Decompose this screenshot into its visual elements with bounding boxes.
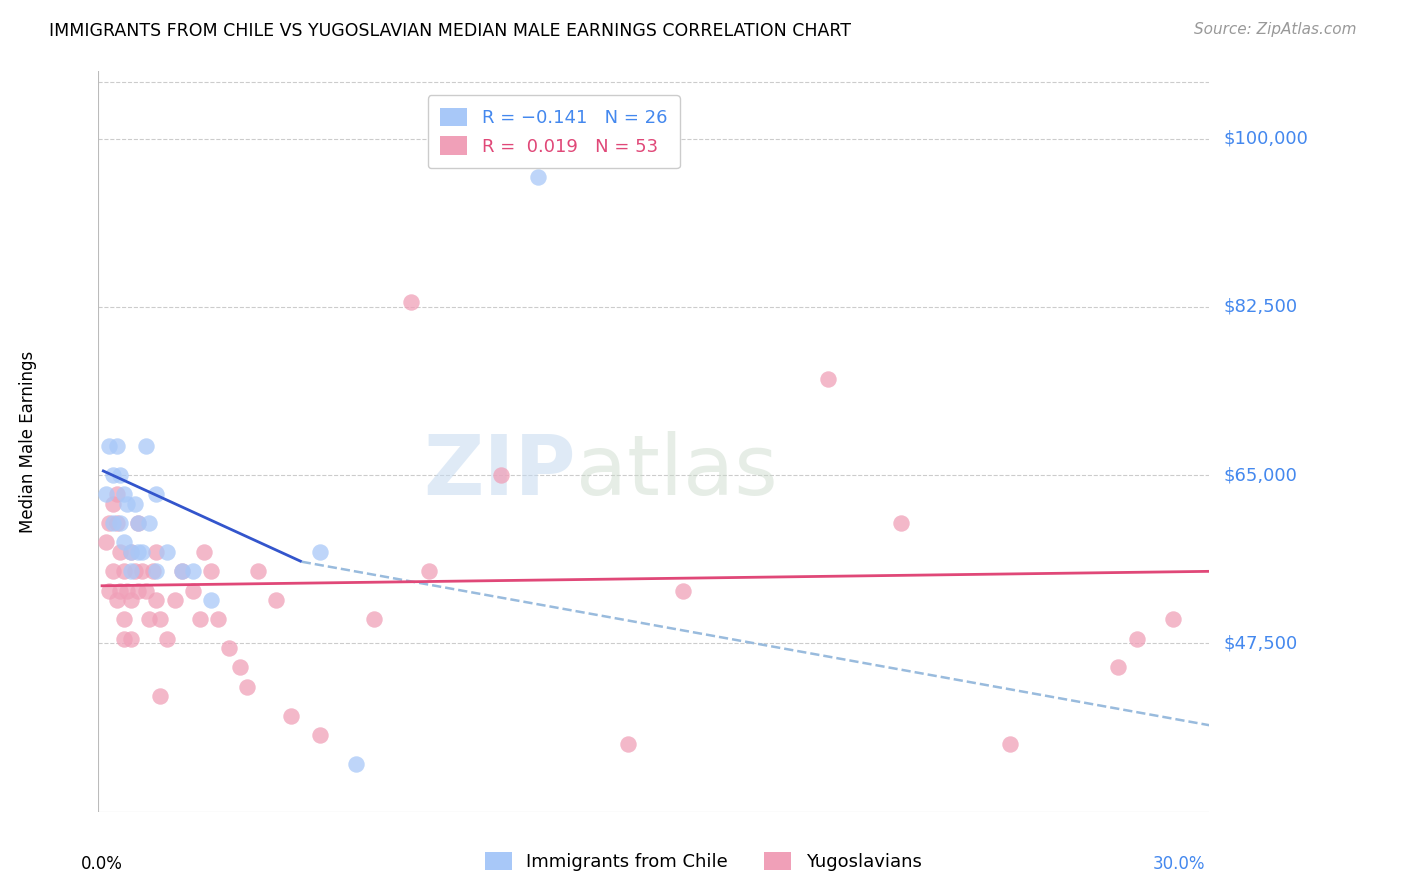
Point (101, 468, 124, 483)
Legend: R = −0.141   N = 26, R =  0.019   N = 53: R = −0.141 N = 26, R = 0.019 N = 53 (427, 95, 681, 169)
Point (156, 632, 179, 646)
Point (98, 583, 121, 598)
Point (127, 516, 149, 531)
Point (120, 545, 142, 559)
Point (149, 612, 172, 626)
Point (236, 680, 259, 694)
Point (817, 372, 839, 386)
Point (112, 487, 135, 501)
Point (229, 660, 252, 674)
Point (138, 612, 160, 626)
Point (108, 516, 131, 531)
Point (491, 468, 513, 483)
Point (399, 295, 422, 310)
Point (672, 583, 695, 598)
Point (280, 708, 302, 723)
Point (138, 516, 160, 531)
Point (135, 439, 157, 453)
Point (145, 565, 167, 579)
Point (170, 565, 193, 579)
Text: $65,000: $65,000 (1223, 467, 1298, 484)
Point (526, 170, 548, 185)
Legend: Immigrants from Chile, Yugoslavians: Immigrants from Chile, Yugoslavians (478, 845, 928, 879)
Text: $100,000: $100,000 (1223, 129, 1309, 148)
Text: Source: ZipAtlas.com: Source: ZipAtlas.com (1194, 22, 1357, 37)
Point (200, 593, 222, 607)
Point (617, 738, 640, 752)
Point (120, 632, 142, 646)
Point (308, 728, 330, 742)
Text: 0.0%: 0.0% (82, 855, 122, 873)
Point (117, 583, 139, 598)
Point (108, 583, 131, 598)
Point (131, 565, 153, 579)
Point (105, 487, 128, 501)
Point (145, 593, 167, 607)
Point (998, 738, 1021, 752)
Point (135, 583, 157, 598)
Point (145, 545, 167, 559)
Text: IMMIGRANTS FROM CHILE VS YUGOSLAVIAN MEDIAN MALE EARNINGS CORRELATION CHART: IMMIGRANTS FROM CHILE VS YUGOSLAVIAN MED… (49, 22, 851, 40)
Point (149, 690, 172, 704)
Point (127, 516, 149, 531)
Point (101, 516, 124, 531)
Point (170, 565, 193, 579)
Point (98, 516, 121, 531)
Point (181, 583, 204, 598)
Point (156, 545, 179, 559)
Point (124, 497, 146, 511)
Point (181, 565, 204, 579)
Text: $47,500: $47,500 (1223, 634, 1298, 652)
Text: atlas: atlas (576, 431, 778, 512)
Point (247, 565, 270, 579)
Text: 30.0%: 30.0% (1153, 855, 1205, 873)
Point (124, 565, 146, 579)
Point (94, 487, 117, 501)
Point (105, 593, 128, 607)
Point (418, 565, 440, 579)
Point (188, 612, 211, 626)
Point (142, 565, 165, 579)
Point (112, 565, 135, 579)
Point (108, 545, 131, 559)
Point (117, 497, 139, 511)
Point (163, 593, 186, 607)
Text: Median Male Earnings: Median Male Earnings (20, 351, 38, 533)
Text: #dde8f0: #dde8f0 (651, 471, 657, 472)
Point (127, 545, 149, 559)
Point (145, 487, 167, 501)
Point (108, 468, 131, 483)
Point (1161, 612, 1184, 626)
Text: $82,500: $82,500 (1223, 298, 1298, 316)
Point (127, 583, 149, 598)
Point (112, 632, 135, 646)
Point (344, 756, 367, 771)
Point (266, 593, 288, 607)
Point (131, 545, 153, 559)
Point (105, 516, 128, 531)
Point (207, 612, 229, 626)
Point (101, 497, 124, 511)
Point (105, 439, 128, 453)
Point (120, 545, 142, 559)
Point (120, 593, 142, 607)
Point (363, 612, 385, 626)
Point (98, 439, 121, 453)
Point (1107, 660, 1129, 674)
Point (200, 565, 222, 579)
Text: ZIP: ZIP (423, 431, 576, 512)
Point (112, 612, 135, 626)
Point (218, 641, 240, 656)
Point (1125, 632, 1147, 646)
Point (890, 516, 912, 531)
Point (94, 535, 117, 549)
Point (308, 545, 330, 559)
Point (112, 535, 135, 549)
Point (193, 545, 215, 559)
Point (120, 565, 142, 579)
Point (101, 565, 124, 579)
